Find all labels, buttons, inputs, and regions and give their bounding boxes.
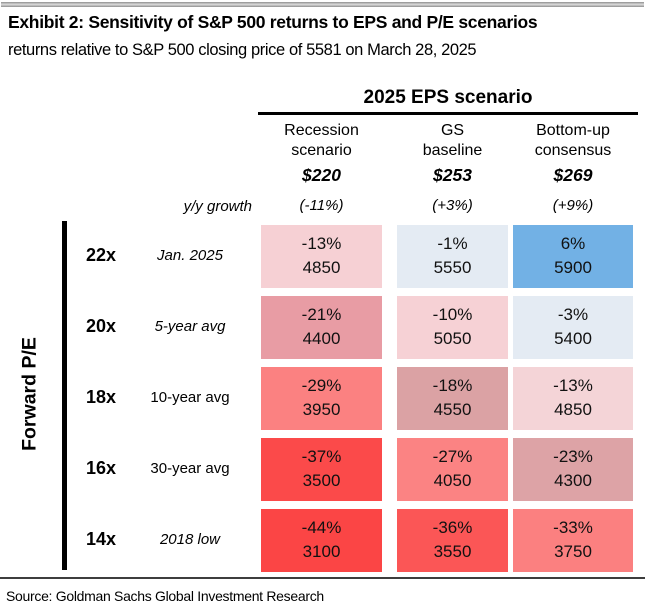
eps-value-gs-baseline: $253 [433, 165, 472, 185]
pe-scenario-label: 10-year avg [150, 389, 230, 406]
eps-value-recession: $220 [302, 165, 341, 185]
eps-value-bottom-up: $269 [553, 165, 593, 185]
yy-growth-label: y/y growth [183, 198, 252, 215]
matrix-cell: -29% 3950 [261, 367, 382, 430]
forward-pe-axis-bar [62, 221, 67, 570]
cell-price: 5400 [554, 328, 592, 348]
cell-price: 5050 [433, 328, 472, 348]
column-header-gs-baseline: GS baseline [397, 121, 508, 161]
matrix-cell: -10% 5050 [397, 296, 508, 359]
pe-label: 14x [85, 529, 117, 549]
exhibit-title: Exhibit 2: Sensitivity of S&P 500 return… [8, 12, 538, 32]
column-header-line: baseline [422, 142, 483, 159]
pe-label: 22x [85, 245, 117, 265]
matrix-cell: -23% 4300 [513, 438, 633, 501]
cell-return: -33% [553, 518, 593, 537]
cell-return: -36% [432, 518, 473, 537]
cell-price: 3750 [554, 541, 592, 561]
cell-return: -27% [432, 447, 473, 466]
exhibit-subtitle: returns relative to S&P 500 closing pric… [8, 41, 477, 59]
cell-price: 5550 [433, 257, 472, 277]
cell-return: 6% [560, 234, 586, 253]
matrix-cell: -37% 3500 [261, 438, 382, 501]
matrix-cell: -1% 5550 [397, 225, 508, 288]
column-header-line: Recession [284, 122, 359, 139]
column-header-bottom-up: Bottom-up consensus [513, 121, 633, 161]
cell-return: -37% [301, 447, 342, 466]
bottom-divider [0, 577, 645, 579]
cell-return: -13% [301, 234, 342, 253]
pe-scenario-label: 2018 low [159, 531, 221, 548]
cell-price: 3550 [433, 541, 472, 561]
cell-price: 4550 [433, 399, 472, 419]
eps-scenario-group-header: 2025 EPS scenario [258, 87, 638, 115]
matrix-cell: -27% 4050 [397, 438, 508, 501]
growth-bottom-up: (+9%) [552, 197, 594, 214]
matrix-cell: -36% 3550 [397, 509, 508, 572]
pe-label: 16x [85, 458, 117, 478]
cell-return: -23% [553, 447, 593, 466]
cell-price: 3500 [302, 470, 341, 490]
pe-scenario-label: Jan. 2025 [157, 247, 223, 264]
column-header-line: scenario [291, 142, 352, 159]
cell-return: -13% [553, 376, 593, 395]
cell-price: 5900 [554, 257, 592, 277]
pe-scenario-label: 30-year avg [150, 460, 230, 477]
cell-price: 3100 [302, 541, 341, 561]
cell-return: -18% [432, 376, 473, 395]
growth-recession: (-11%) [299, 197, 344, 214]
cell-price: 4300 [554, 470, 592, 490]
matrix-cell: -13% 4850 [513, 367, 633, 430]
column-header-recession: Recession scenario [261, 121, 382, 161]
pe-scenario-label: 5-year avg [154, 318, 226, 335]
cell-return: -3% [557, 305, 589, 324]
column-header-line: consensus [534, 142, 612, 159]
matrix-cell: -3% 5400 [513, 296, 633, 359]
matrix-cell: 6% 5900 [513, 225, 633, 288]
pe-label: 20x [85, 316, 117, 336]
matrix-cell: -13% 4850 [261, 225, 382, 288]
column-header-line: GS [440, 122, 465, 139]
column-header-line: Bottom-up [536, 122, 610, 139]
source-note: Source: Goldman Sachs Global Investment … [6, 588, 324, 604]
forward-pe-axis-label: Forward P/E [18, 337, 41, 451]
cell-price: 4050 [433, 470, 472, 490]
cell-price: 4850 [554, 399, 592, 419]
cell-return: -10% [432, 305, 473, 324]
growth-gs-baseline: (+3%) [432, 197, 473, 214]
matrix-cell: -21% 4400 [261, 296, 382, 359]
pe-label: 18x [85, 387, 117, 407]
top-divider [1, 2, 644, 7]
cell-price: 4850 [302, 257, 341, 277]
cell-return: -21% [301, 305, 342, 324]
cell-price: 3950 [302, 399, 341, 419]
cell-price: 4400 [302, 328, 341, 348]
cell-return: -44% [301, 518, 342, 537]
matrix-cell: -44% 3100 [261, 509, 382, 572]
matrix-cell: -18% 4550 [397, 367, 508, 430]
cell-return: -1% [437, 234, 468, 253]
matrix-cell: -33% 3750 [513, 509, 633, 572]
cell-return: -29% [301, 376, 342, 395]
